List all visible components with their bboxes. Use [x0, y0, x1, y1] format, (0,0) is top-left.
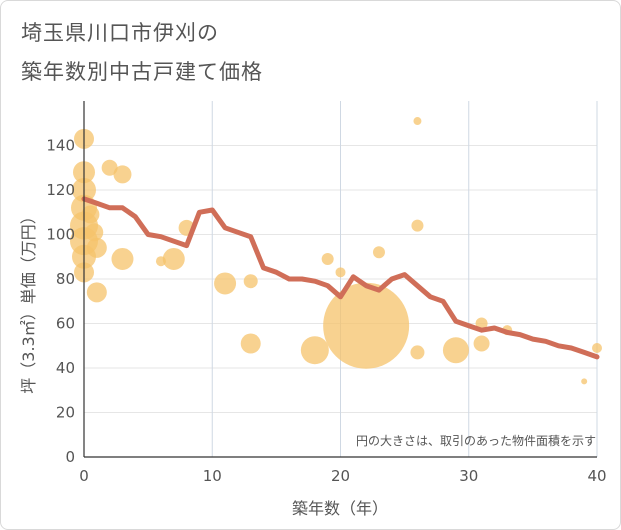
y-tick-label: 40 [56, 359, 75, 377]
y-tick-label: 20 [56, 404, 75, 422]
chart-title-line-2: 築年数別中古戸建て価格 [21, 60, 263, 84]
y-tick-label: 0 [65, 448, 75, 466]
chart-title-line-1: 埼玉県川口市伊刈の [21, 21, 219, 45]
bubble-point [101, 159, 118, 176]
y-tick-label: 60 [56, 315, 75, 333]
bubble-point [86, 237, 107, 258]
y-axis-label: 坪（3.3㎡）単価（万円） [19, 208, 38, 393]
bubble-point [410, 345, 425, 360]
bubble-point [442, 337, 469, 364]
axes [83, 101, 597, 458]
bubble-size-note: 円の大きさは、取引のあった物件面積を示す [356, 433, 596, 448]
x-tick-label: 0 [79, 467, 89, 485]
bubble-point [240, 333, 261, 354]
x-tick-labels: 0 10 20 30 40 [79, 467, 606, 485]
bubble-point [473, 335, 490, 352]
bubble-series [70, 117, 602, 385]
x-tick-label: 40 [587, 467, 606, 485]
bubble-point [162, 247, 185, 270]
y-tick-label: 140 [46, 137, 75, 155]
y-tick-label: 120 [46, 181, 75, 199]
bubble-point [300, 336, 329, 365]
gridlines [84, 101, 598, 457]
bubble-point [335, 267, 346, 278]
bubble-point [111, 247, 134, 270]
bubble-point [85, 223, 104, 242]
x-axis-label: 築年数（年） [292, 499, 388, 518]
bubble-point [413, 117, 422, 126]
bubble-point [321, 252, 334, 265]
bubble-point [323, 282, 410, 369]
bubble-point [243, 274, 258, 289]
bubble-point [214, 272, 237, 295]
x-tick-label: 30 [459, 467, 478, 485]
bubble-point [113, 165, 132, 184]
bubble-point [581, 378, 588, 385]
x-tick-label: 10 [203, 467, 222, 485]
bubble-point [592, 342, 602, 353]
y-tick-labels: 0 20 40 60 80 100 120 140 [46, 137, 75, 467]
y-tick-label: 100 [46, 226, 75, 244]
bubble-point [81, 205, 100, 224]
bubble-point [372, 246, 385, 259]
bubble-point [411, 219, 424, 232]
y-tick-label: 80 [56, 270, 75, 288]
trend-line [81, 196, 600, 360]
x-tick-label: 20 [331, 467, 350, 485]
bubble-point [86, 282, 107, 303]
